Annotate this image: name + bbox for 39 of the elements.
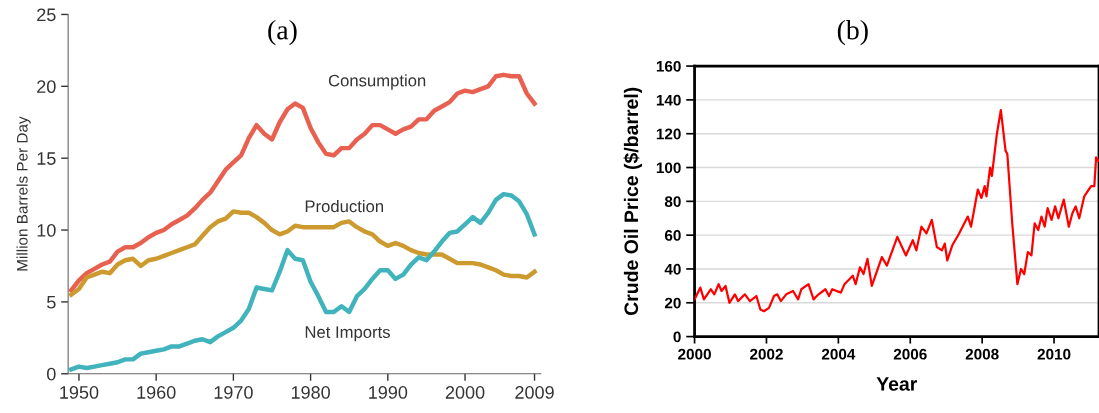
x-tick-label: 2000 bbox=[678, 348, 711, 360]
x-tick-label: 1960 bbox=[137, 386, 176, 399]
chart-title: (b) bbox=[837, 19, 868, 46]
series-label: Consumption bbox=[328, 74, 426, 90]
y-tick-label: 10 bbox=[37, 223, 56, 237]
y-tick-label: 20 bbox=[37, 80, 56, 94]
x-tick-label: 1950 bbox=[60, 386, 99, 399]
y-tick-label: 25 bbox=[37, 8, 56, 22]
y-tick-label: 140 bbox=[656, 94, 681, 106]
y-tick-label: 160 bbox=[656, 60, 681, 72]
y-tick-label: 15 bbox=[37, 152, 56, 165]
y-tick-label: 0 bbox=[673, 331, 681, 343]
x-tick-label: 1970 bbox=[214, 386, 253, 399]
y-tick-label: 80 bbox=[664, 196, 681, 208]
x-tick-label: 2008 bbox=[965, 348, 999, 360]
y-tick-label: 60 bbox=[664, 230, 681, 241]
x-tick-label: 2010 bbox=[1037, 348, 1071, 360]
y-tick-label: 20 bbox=[664, 297, 681, 309]
series-label: Net Imports bbox=[305, 326, 390, 342]
y-axis-title: Million Barrels Per Day bbox=[16, 116, 31, 271]
x-tick-label: 2006 bbox=[893, 348, 927, 360]
x-tick-label: 2000 bbox=[445, 386, 485, 399]
chart-title: (a) bbox=[268, 19, 297, 46]
line-series bbox=[694, 108, 1099, 313]
y-tick-label: 100 bbox=[656, 162, 681, 174]
x-tick-label: 2004 bbox=[821, 348, 856, 360]
x-tick-label: 1980 bbox=[291, 386, 330, 399]
series-label: Production bbox=[305, 200, 384, 213]
line-series bbox=[69, 191, 537, 372]
x-tick-label: 1990 bbox=[369, 386, 408, 399]
y-tick-label: 0 bbox=[47, 367, 56, 381]
line-series bbox=[69, 72, 537, 293]
y-axis-title: Crude Oil Price ($/barrel) bbox=[623, 87, 642, 316]
y-tick-label: 5 bbox=[47, 296, 56, 309]
x-tick-label: 2009 bbox=[515, 386, 554, 399]
y-tick-label: 40 bbox=[664, 263, 681, 275]
y-tick-label: 120 bbox=[656, 128, 681, 140]
x-tick-label: 2002 bbox=[750, 348, 783, 360]
x-axis-title: Year bbox=[876, 377, 918, 391]
